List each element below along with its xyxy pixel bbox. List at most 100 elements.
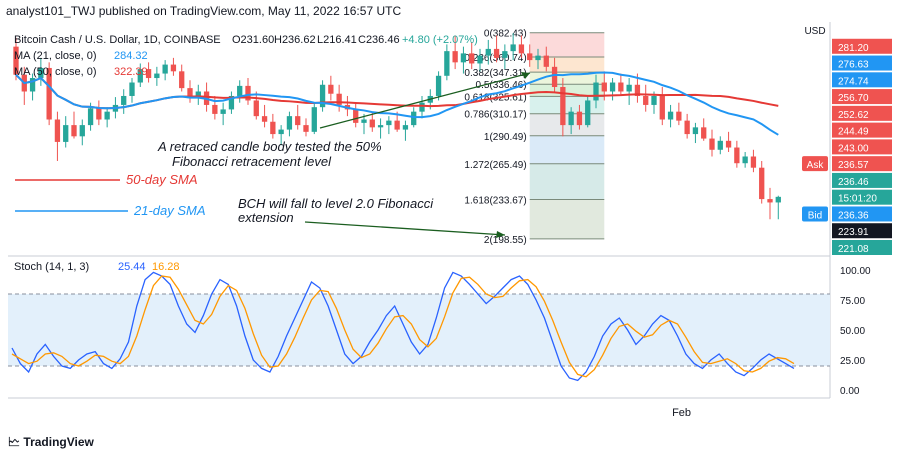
stoch-d-value: 16.28 <box>152 261 180 273</box>
price-label: 221.08 <box>838 244 869 255</box>
candle-body <box>692 127 699 135</box>
candle-body <box>444 51 450 76</box>
candle-body <box>717 140 723 150</box>
candle-body <box>295 116 301 126</box>
fib-level-label: 2(198.55) <box>484 235 527 246</box>
price-label: 15:01:20 <box>838 194 877 205</box>
price-flag-label <box>802 206 828 222</box>
price-label-bg <box>832 189 892 205</box>
legend-open: O231.60 <box>232 34 274 46</box>
candle-body <box>154 73 160 79</box>
candle-body <box>79 125 85 137</box>
legend-symbol: Bitcoin Cash / U.S. Dollar, 1D, COINBASE <box>14 34 221 46</box>
candle-body <box>212 104 218 114</box>
legend-high: H236.62 <box>274 34 316 46</box>
arrow-to-fib2 <box>304 221 506 236</box>
candle-body <box>527 53 533 61</box>
price-label: 252.62 <box>838 110 869 121</box>
candle-body <box>96 108 102 120</box>
arrow-to-fib50 <box>319 72 531 129</box>
candle-body <box>535 55 541 61</box>
annotation-text: BCH will fall to level 2.0 Fibonacci <box>238 196 434 211</box>
price-label: 236.57 <box>838 160 869 171</box>
price-label-bg <box>832 55 892 71</box>
fib-zone <box>529 84 605 97</box>
price-label-bg <box>832 72 892 88</box>
candle-body <box>137 69 143 83</box>
candle-body <box>121 95 127 105</box>
arrow-head-icon <box>521 72 530 79</box>
candle-body <box>452 51 458 63</box>
candle-body <box>634 84 641 96</box>
candle-body <box>278 129 284 135</box>
fib-zone <box>529 113 605 136</box>
fib-zone <box>529 199 605 239</box>
candle-body <box>543 55 549 67</box>
candle-body <box>419 102 425 112</box>
price-flag-text: Ask <box>807 160 825 171</box>
price-flag-text: Bid <box>808 210 822 221</box>
candle-body <box>576 111 583 126</box>
candle-body <box>651 95 657 105</box>
candle-body <box>245 85 251 101</box>
legend-ma50-value: 322.39 <box>114 66 148 78</box>
fib-zone <box>529 32 605 58</box>
candle-body <box>220 109 226 114</box>
candle-body <box>725 140 732 148</box>
candle-body <box>369 119 375 128</box>
price-label-bg <box>832 206 892 222</box>
candle-body <box>502 51 508 58</box>
fib-level-label: 0.382(347.31) <box>464 68 526 79</box>
candle-body <box>568 111 574 126</box>
annotation-text: Fibonacci retracement level <box>172 154 332 169</box>
candle-body <box>361 119 367 123</box>
candle-body <box>609 82 616 92</box>
time-tick-label: Feb <box>672 407 691 419</box>
candle-body <box>63 125 69 142</box>
candle-body <box>750 156 757 168</box>
price-label-bg <box>832 240 892 255</box>
candle-body <box>46 67 52 120</box>
candle-body <box>477 55 483 64</box>
brand-label: TradingView <box>23 435 94 449</box>
fib-level-label: 0.236(360.74) <box>464 53 526 64</box>
price-label-bg <box>832 156 892 172</box>
candle-body <box>237 85 243 96</box>
candle-body <box>469 53 475 64</box>
price-label-bg <box>832 122 892 138</box>
candle-body <box>286 116 293 130</box>
candle-body <box>560 87 566 126</box>
candle-body <box>319 84 326 108</box>
fib-zone <box>529 72 605 85</box>
candle-body <box>742 156 748 164</box>
stoch-legend: Stoch (14, 1, 3) <box>14 261 89 273</box>
candle-body <box>261 116 268 122</box>
candle-body <box>129 82 135 96</box>
price-label: 244.49 <box>838 127 869 138</box>
sma50-label: 50-day SMA <box>126 172 198 187</box>
price-label: 236.36 <box>838 210 869 221</box>
tradingview-logo-icon: 🗠 <box>8 435 21 449</box>
candle-body <box>601 82 607 92</box>
candle-body <box>13 46 19 75</box>
candle-body <box>336 93 342 105</box>
fib-zone <box>529 57 605 73</box>
price-label: 236.46 <box>838 177 869 188</box>
stoch-tick-label: 50.00 <box>840 326 865 337</box>
stoch-tick-label: 0.00 <box>840 386 860 397</box>
price-label: 243.00 <box>838 143 869 154</box>
ma21-line <box>15 71 779 136</box>
candle-body <box>435 75 442 96</box>
annotation-text: extension <box>238 210 294 225</box>
candle-body <box>701 127 707 139</box>
candle-body <box>775 196 781 203</box>
price-label: 274.74 <box>838 76 869 87</box>
legend-low: L216.41 <box>317 34 357 46</box>
candle-body <box>253 100 259 117</box>
fib-level-label: 0.786(310.17) <box>464 110 526 121</box>
candle-body <box>585 100 591 126</box>
candle-body <box>734 147 740 164</box>
candle-body <box>270 121 276 135</box>
